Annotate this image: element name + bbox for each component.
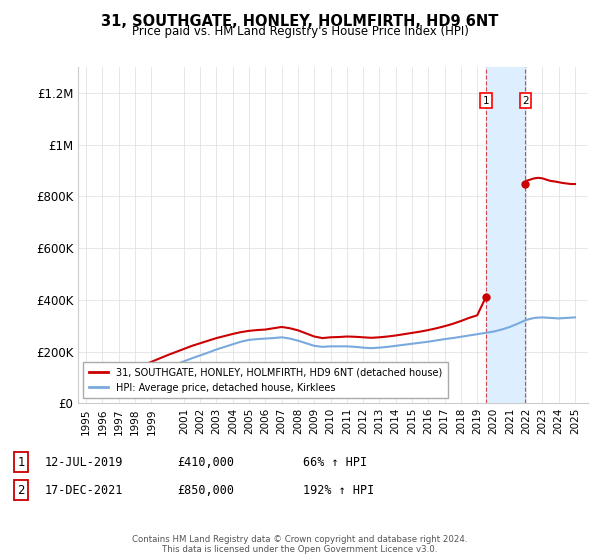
Text: 192% ↑ HPI: 192% ↑ HPI xyxy=(303,483,374,497)
Text: 2: 2 xyxy=(522,96,529,106)
Text: 1: 1 xyxy=(17,455,25,469)
Text: Price paid vs. HM Land Registry's House Price Index (HPI): Price paid vs. HM Land Registry's House … xyxy=(131,25,469,38)
Text: Contains HM Land Registry data © Crown copyright and database right 2024.
This d: Contains HM Land Registry data © Crown c… xyxy=(132,535,468,554)
Text: 2: 2 xyxy=(17,483,25,497)
Text: 66% ↑ HPI: 66% ↑ HPI xyxy=(303,455,367,469)
Text: 12-JUL-2019: 12-JUL-2019 xyxy=(45,455,124,469)
Text: 17-DEC-2021: 17-DEC-2021 xyxy=(45,483,124,497)
Text: £410,000: £410,000 xyxy=(177,455,234,469)
Text: 1: 1 xyxy=(482,96,489,106)
Text: £850,000: £850,000 xyxy=(177,483,234,497)
Text: 31, SOUTHGATE, HONLEY, HOLMFIRTH, HD9 6NT: 31, SOUTHGATE, HONLEY, HOLMFIRTH, HD9 6N… xyxy=(101,14,499,29)
Legend: 31, SOUTHGATE, HONLEY, HOLMFIRTH, HD9 6NT (detached house), HPI: Average price, : 31, SOUTHGATE, HONLEY, HOLMFIRTH, HD9 6N… xyxy=(83,362,448,398)
Bar xyxy=(486,67,526,403)
